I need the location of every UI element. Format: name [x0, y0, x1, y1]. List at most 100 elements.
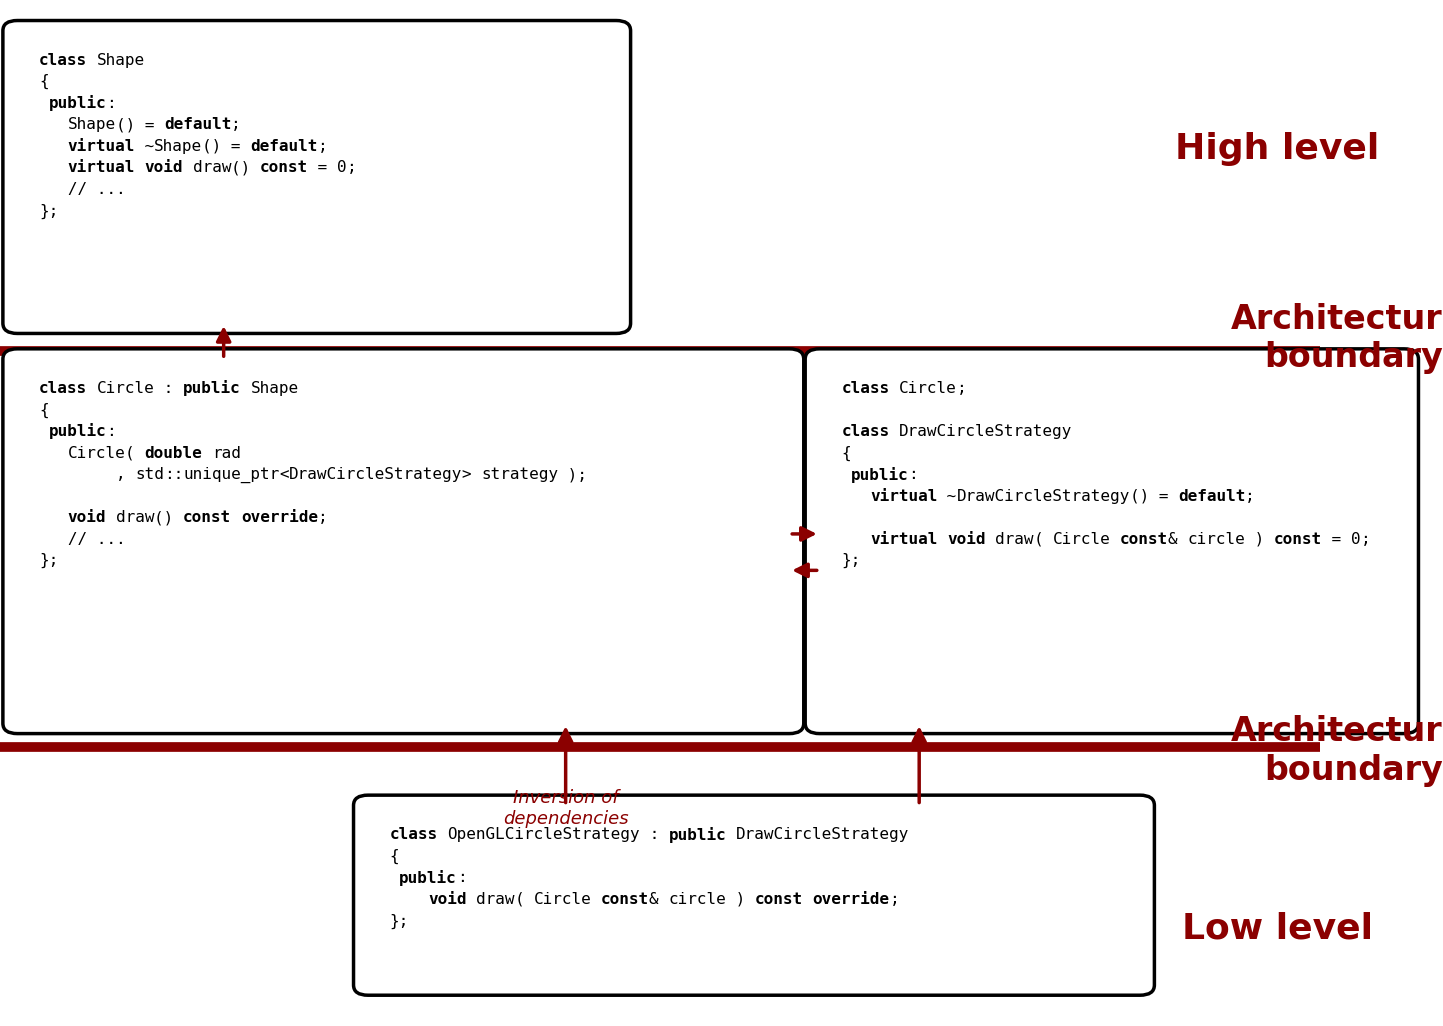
Text: () =: () = [1130, 488, 1177, 504]
Text: const: const [1120, 531, 1169, 547]
Text: Shape: Shape [97, 52, 144, 68]
Text: public: public [49, 424, 107, 439]
Text: draw: draw [996, 531, 1033, 547]
Text: // ...: // ... [39, 531, 126, 547]
Text: &: & [649, 892, 668, 907]
Text: {: { [390, 849, 400, 864]
Text: };: }; [39, 203, 58, 219]
Text: std: std [136, 467, 165, 482]
Text: 0: 0 [338, 160, 346, 175]
Text: =: = [309, 160, 338, 175]
Text: override: override [241, 510, 317, 525]
Text: public: public [49, 95, 107, 111]
Text: ~: ~ [938, 488, 957, 504]
Text: draw: draw [115, 510, 154, 525]
Text: Circle: Circle [68, 445, 126, 461]
Text: >: > [462, 467, 482, 482]
Text: const: const [755, 892, 804, 907]
Text: Circle: Circle [1053, 531, 1111, 547]
Text: <: < [280, 467, 289, 482]
Text: strategy: strategy [482, 467, 558, 482]
Text: (: ( [126, 445, 144, 461]
Text: class: class [841, 381, 889, 396]
Text: ;: ; [317, 139, 328, 154]
Text: class: class [39, 52, 87, 68]
Text: (): () [231, 160, 260, 175]
Text: class: class [39, 381, 87, 396]
Text: void: void [68, 510, 107, 525]
Text: :: : [154, 381, 183, 396]
Text: () =: () = [202, 139, 251, 154]
Text: void: void [947, 531, 986, 547]
Text: ;: ; [1245, 488, 1255, 504]
Text: ,: , [39, 467, 136, 482]
Text: virtual: virtual [68, 139, 136, 154]
Text: default: default [165, 117, 231, 132]
Text: OpenGLCircleStrategy: OpenGLCircleStrategy [447, 827, 639, 842]
Text: :: : [457, 870, 466, 885]
Text: Circle: Circle [899, 381, 957, 396]
Text: 0: 0 [1351, 531, 1361, 547]
FancyBboxPatch shape [3, 21, 631, 333]
Text: ;: ; [231, 117, 241, 132]
Text: (): () [154, 510, 183, 525]
Text: const: const [183, 510, 231, 525]
Text: rad: rad [212, 445, 241, 461]
Text: class: class [841, 424, 889, 439]
Text: ;: ; [957, 381, 967, 396]
Text: };: }; [390, 913, 408, 929]
Text: // ...: // ... [39, 182, 126, 197]
Text: Shape: Shape [68, 117, 115, 132]
Text: () =: () = [115, 117, 165, 132]
Text: draw: draw [476, 892, 515, 907]
Text: public: public [183, 381, 241, 396]
Text: default: default [1177, 488, 1245, 504]
Text: draw: draw [193, 160, 231, 175]
Text: Circle: Circle [97, 381, 154, 396]
Text: ;: ; [1361, 531, 1369, 547]
Text: ;: ; [317, 510, 328, 525]
Text: class: class [390, 827, 437, 842]
Text: Low level: Low level [1182, 911, 1372, 946]
Text: default: default [251, 139, 317, 154]
Text: public: public [400, 870, 457, 885]
Text: const: const [1274, 531, 1322, 547]
Text: ~: ~ [136, 139, 154, 154]
Text: Shape: Shape [154, 139, 202, 154]
Text: circle: circle [1188, 531, 1245, 547]
FancyBboxPatch shape [354, 795, 1154, 995]
Text: Circle: Circle [534, 892, 592, 907]
Text: };: }; [39, 553, 58, 568]
Text: void: void [144, 160, 183, 175]
Text: :: : [107, 424, 115, 439]
Text: ;: ; [889, 892, 899, 907]
Text: ): ) [1245, 531, 1274, 547]
Text: (: ( [515, 892, 534, 907]
Text: ::: :: [165, 467, 183, 482]
Text: );: ); [558, 467, 587, 482]
Text: unique_ptr: unique_ptr [183, 467, 280, 482]
Text: :: : [909, 467, 918, 482]
Text: {: { [841, 445, 851, 461]
Text: High level: High level [1175, 131, 1380, 166]
Text: };: }; [841, 553, 860, 568]
Text: circle: circle [668, 892, 726, 907]
Text: public: public [851, 467, 909, 482]
Text: Architectural
boundary: Architectural boundary [1231, 715, 1443, 787]
Text: :: : [107, 95, 115, 111]
Text: override: override [812, 892, 890, 907]
Text: double: double [144, 445, 202, 461]
Text: public: public [668, 827, 726, 842]
Text: void: void [429, 892, 466, 907]
Text: DrawCircleStrategy: DrawCircleStrategy [736, 827, 909, 842]
Text: &: & [1169, 531, 1188, 547]
Text: Architectural
boundary: Architectural boundary [1231, 303, 1443, 374]
Text: =: = [1322, 531, 1351, 547]
Text: (: ( [1033, 531, 1053, 547]
Text: virtual: virtual [870, 488, 938, 504]
FancyBboxPatch shape [805, 349, 1418, 734]
FancyBboxPatch shape [3, 349, 804, 734]
Text: DrawCircleStrategy: DrawCircleStrategy [957, 488, 1130, 504]
Text: DrawCircleStrategy: DrawCircleStrategy [899, 424, 1072, 439]
Text: ): ) [726, 892, 755, 907]
